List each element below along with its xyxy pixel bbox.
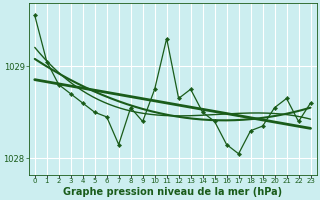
X-axis label: Graphe pression niveau de la mer (hPa): Graphe pression niveau de la mer (hPa): [63, 187, 282, 197]
